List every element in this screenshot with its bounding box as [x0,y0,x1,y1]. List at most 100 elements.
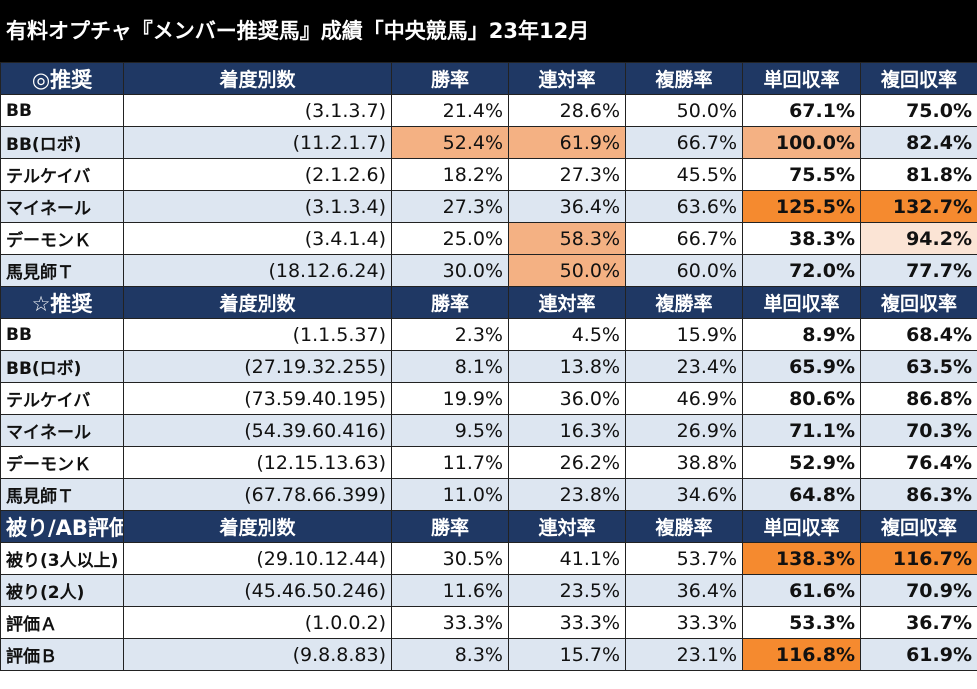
column-header: 連対率 [508,286,626,319]
rate-cell: 53.7% [625,542,743,575]
record-cell: (29.10.12.44) [123,542,392,575]
row-name: BB [0,318,124,351]
rate-cell: 23.1% [625,638,743,671]
table-row: マイネール (54.39.60.416) 9.5% 16.3% 26.9% 71.1% 70… [0,414,977,447]
rate-cell: 63.6% [625,190,743,223]
rate-cell: 72.0% [742,254,861,287]
column-header: 単回収率 [742,286,861,319]
rate-cell: 9.5% [391,414,509,447]
rate-cell: 71.1% [742,414,861,447]
row-name: 被り(2人) [0,574,124,607]
record-cell: (1.1.5.37) [123,318,392,351]
column-header: 複勝率 [625,62,743,95]
row-name: 評価Ｂ [0,638,124,671]
table-row: 被り(2人) (45.46.50.246) 11.6% 23.5% 36.4% 61.6%… [0,574,977,607]
column-header: 複回収率 [860,286,977,319]
rate-cell: 65.9% [742,350,861,383]
rate-cell: 27.3% [391,190,509,223]
results-table: ◎推奨 着度別数 勝率 連対率 複勝率 単回収率 複回収率 BB (3.1.3.7) 21.4% 2… [0,62,977,671]
section-header-row: ◎推奨 着度別数 勝率 連対率 複勝率 単回収率 複回収率 [0,62,977,95]
record-cell: (9.8.8.83) [123,638,392,671]
section-header-row: ☆推奨 着度別数 勝率 連対率 複勝率 単回収率 複回収率 [0,286,977,319]
table-row: 被り(3人以上) (29.10.12.44) 30.5% 41.1% 53.7% 138.… [0,542,977,575]
rate-cell: 23.8% [508,478,626,511]
column-header: 勝率 [391,62,509,95]
rate-cell: 86.8% [860,382,977,415]
rate-cell: 75.5% [742,158,861,191]
table-row: BB(ロボ) (27.19.32.255) 8.1% 13.8% 23.4% 65.9% 6… [0,350,977,383]
rate-cell: 26.9% [625,414,743,447]
table-row: BB (3.1.3.7) 21.4% 28.6% 50.0% 67.1% 75.0% [0,94,977,127]
column-header: 単回収率 [742,62,861,95]
rate-cell: 8.9% [742,318,861,351]
rate-cell: 8.1% [391,350,509,383]
rate-cell: 81.8% [860,158,977,191]
rate-cell: 58.3% [508,222,626,255]
rate-cell: 86.3% [860,478,977,511]
table-row: テルケイバ (2.1.2.6) 18.2% 27.3% 45.5% 75.5% 81.8% [0,158,977,191]
row-name: テルケイバ [0,158,124,191]
rate-cell: 60.0% [625,254,743,287]
rate-cell: 132.7% [860,190,977,223]
row-name: 被り(3人以上) [0,542,124,575]
rate-cell: 68.4% [860,318,977,351]
rate-cell: 75.0% [860,94,977,127]
rate-cell: 100.0% [742,126,861,159]
rate-cell: 70.3% [860,414,977,447]
rate-cell: 53.3% [742,606,861,639]
record-cell: (3.1.3.7) [123,94,392,127]
table-row: 評価Ａ (1.0.0.2) 33.3% 33.3% 33.3% 53.3% 36.7% [0,606,977,639]
column-header: 複回収率 [860,62,977,95]
rate-cell: 38.8% [625,446,743,479]
rate-cell: 36.7% [860,606,977,639]
rate-cell: 19.9% [391,382,509,415]
rate-cell: 70.9% [860,574,977,607]
record-cell: (3.4.1.4) [123,222,392,255]
section-label: ☆推奨 [0,286,124,319]
row-name: マイネール [0,414,124,447]
table-row: 評価Ｂ (9.8.8.83) 8.3% 15.7% 23.1% 116.8% 61.9% [0,638,977,671]
rate-cell: 50.0% [508,254,626,287]
rate-cell: 116.8% [742,638,861,671]
rate-cell: 28.6% [508,94,626,127]
rate-cell: 80.6% [742,382,861,415]
rate-cell: 66.7% [625,222,743,255]
rate-cell: 46.9% [625,382,743,415]
rate-cell: 15.9% [625,318,743,351]
rate-cell: 36.0% [508,382,626,415]
record-cell: (12.15.13.63) [123,446,392,479]
rate-cell: 82.4% [860,126,977,159]
row-name: 馬見師Ｔ [0,478,124,511]
row-name: BB [0,94,124,127]
record-cell: (2.1.2.6) [123,158,392,191]
rate-cell: 138.3% [742,542,861,575]
column-header: 勝率 [391,286,509,319]
rate-cell: 52.9% [742,446,861,479]
rate-cell: 11.6% [391,574,509,607]
column-header: 単回収率 [742,510,861,543]
rate-cell: 11.7% [391,446,509,479]
column-header: 連対率 [508,62,626,95]
rate-cell: 8.3% [391,638,509,671]
record-cell: (1.0.0.2) [123,606,392,639]
rate-cell: 45.5% [625,158,743,191]
rate-cell: 30.0% [391,254,509,287]
rate-cell: 33.3% [391,606,509,639]
row-name: 評価Ａ [0,606,124,639]
table-row: マイネール (3.1.3.4) 27.3% 36.4% 63.6% 125.5% 132.7… [0,190,977,223]
rate-cell: 41.1% [508,542,626,575]
rate-cell: 94.2% [860,222,977,255]
column-header: 着度別数 [123,286,392,319]
row-name: BB(ロボ) [0,126,124,159]
table-row: デーモンＫ (12.15.13.63) 11.7% 26.2% 38.8% 52.9% 76… [0,446,977,479]
rate-cell: 61.9% [508,126,626,159]
rate-cell: 125.5% [742,190,861,223]
record-cell: (73.59.40.195) [123,382,392,415]
rate-cell: 23.5% [508,574,626,607]
rate-cell: 30.5% [391,542,509,575]
rate-cell: 36.4% [508,190,626,223]
rate-cell: 2.3% [391,318,509,351]
column-header: 着度別数 [123,62,392,95]
row-name: デーモンＫ [0,446,124,479]
rate-cell: 63.5% [860,350,977,383]
